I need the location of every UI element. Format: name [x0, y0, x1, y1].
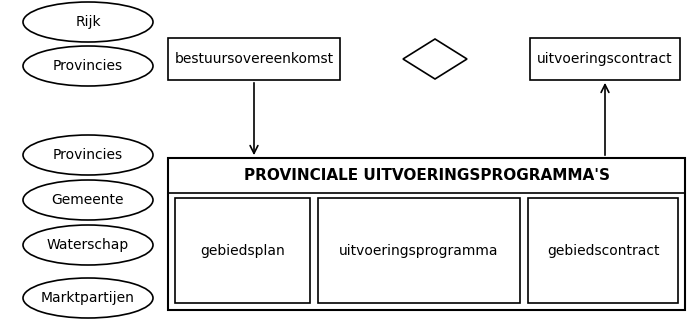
- Text: Waterschap: Waterschap: [47, 238, 129, 252]
- Text: Marktpartijen: Marktpartijen: [41, 291, 135, 305]
- Text: Provincies: Provincies: [53, 148, 123, 162]
- Text: bestuursovereenkomst: bestuursovereenkomst: [175, 52, 333, 66]
- Text: uitvoeringscontract: uitvoeringscontract: [537, 52, 673, 66]
- Text: gebiedscontract: gebiedscontract: [547, 244, 659, 258]
- Bar: [168, 158, 685, 310]
- Bar: [175, 198, 310, 303]
- Bar: [318, 198, 520, 303]
- Text: Provincies: Provincies: [53, 59, 123, 73]
- Bar: [168, 38, 340, 80]
- Bar: [530, 38, 680, 80]
- Text: uitvoeringsprogramma: uitvoeringsprogramma: [340, 244, 499, 258]
- Bar: [528, 198, 678, 303]
- Text: Rijk: Rijk: [75, 15, 100, 29]
- Text: PROVINCIALE UITVOERINGSPROGRAMMA'S: PROVINCIALE UITVOERINGSPROGRAMMA'S: [243, 168, 610, 183]
- Text: gebiedsplan: gebiedsplan: [200, 244, 285, 258]
- Text: Gemeente: Gemeente: [52, 193, 124, 207]
